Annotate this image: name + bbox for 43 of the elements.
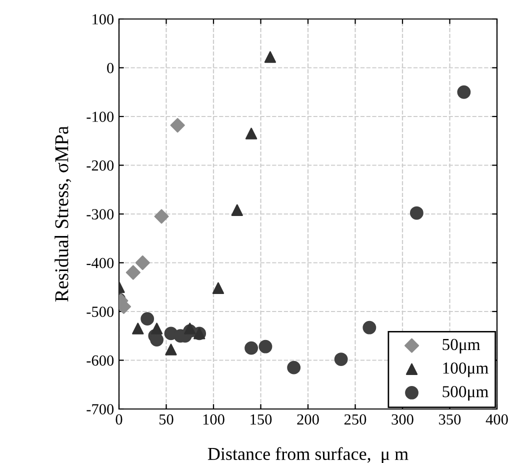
x-tick-label: 350 [439, 414, 461, 425]
point [150, 333, 164, 346]
y-tick-label: -700 [86, 404, 114, 414]
point [135, 255, 150, 270]
point [154, 209, 169, 224]
y-tick-label: 0 [107, 62, 114, 74]
point [457, 85, 471, 99]
y-tick-label: -300 [86, 209, 114, 220]
legend-label: 500μm [442, 386, 488, 401]
x-tick-label: 0 [116, 414, 122, 425]
point [165, 344, 177, 356]
point [244, 341, 258, 355]
point [410, 206, 424, 220]
point [132, 322, 144, 334]
x-tick-label: 100 [203, 414, 224, 425]
point [258, 340, 272, 354]
legend-label: 100μm [443, 362, 488, 378]
point [287, 360, 301, 374]
y-tick-label: -100 [86, 112, 114, 122]
x-tick-label: 200 [297, 414, 319, 425]
y-tick-label: -500 [86, 306, 114, 317]
y-tick-label: -600 [86, 355, 114, 366]
x-tick-label: 250 [344, 414, 366, 425]
x-tick-label: 50 [160, 414, 174, 425]
point [184, 322, 196, 334]
y-tick-label: -400 [86, 258, 114, 268]
point [334, 352, 348, 366]
y-tick-label: -200 [86, 160, 114, 171]
point [245, 128, 258, 140]
point [126, 265, 140, 280]
legend-label: 50μm [442, 338, 480, 354]
point [362, 320, 376, 334]
x-tick-label: 300 [392, 414, 414, 425]
point [150, 322, 163, 334]
y-tick-label: 100 [92, 14, 114, 24]
x-tick-label: 150 [250, 414, 272, 425]
point [140, 312, 154, 326]
point [264, 51, 276, 63]
point [212, 282, 224, 294]
point [170, 118, 185, 133]
x-tick-label: 400 [486, 414, 508, 425]
y-axis-title: Residual Stress, σMPa [54, 126, 72, 302]
point [231, 204, 243, 216]
